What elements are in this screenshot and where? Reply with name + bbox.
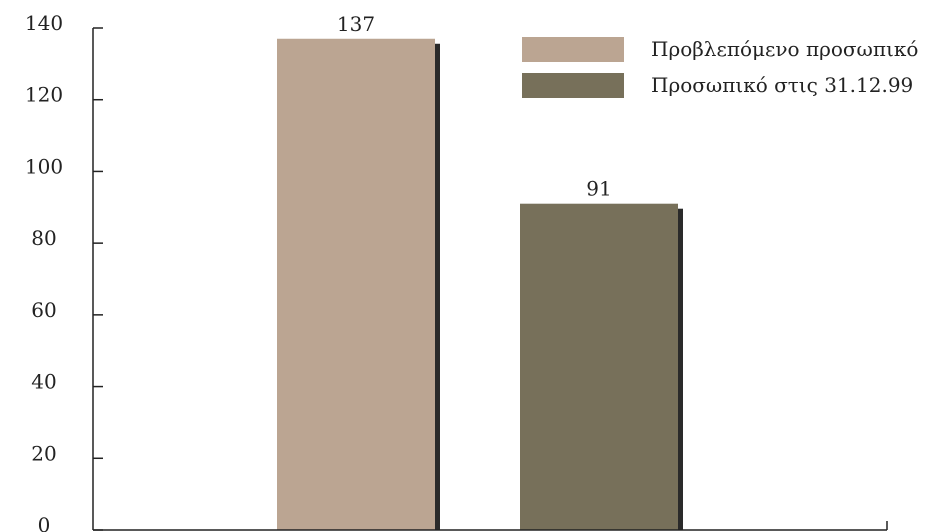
legend: Προβλεπόμενο προσωπικό Προσωπικό στις 31.… [522,37,918,98]
y-ticks [93,27,103,531]
bars [277,38,678,530]
legend-swatch-0 [522,37,624,62]
data-labels: 137 91 [337,12,612,201]
y-tick-label-60: 60 [31,298,56,322]
y-tick-label-100: 100 [25,154,63,178]
data-label-0: 137 [337,12,375,36]
legend-label-1: Προσωπικό στις 31.12.99 [651,73,913,97]
axes [92,28,888,531]
y-tick-label-80: 80 [31,226,56,250]
data-label-1: 91 [586,177,611,201]
y-tick-label-40: 40 [31,370,56,394]
y-tick-label-20: 20 [31,441,56,465]
legend-label-0: Προβλεπόμενο προσωπικό [651,37,918,61]
y-tick-label-140: 140 [25,11,63,35]
legend-swatch-1 [522,73,624,98]
y-tick-label-0: 0 [38,513,51,532]
y-tick-label-120: 120 [25,83,63,107]
y-tick-labels: 0 20 40 60 80 100 120 140 [25,11,63,532]
bar-1 [520,203,678,530]
bar-0 [277,38,435,530]
